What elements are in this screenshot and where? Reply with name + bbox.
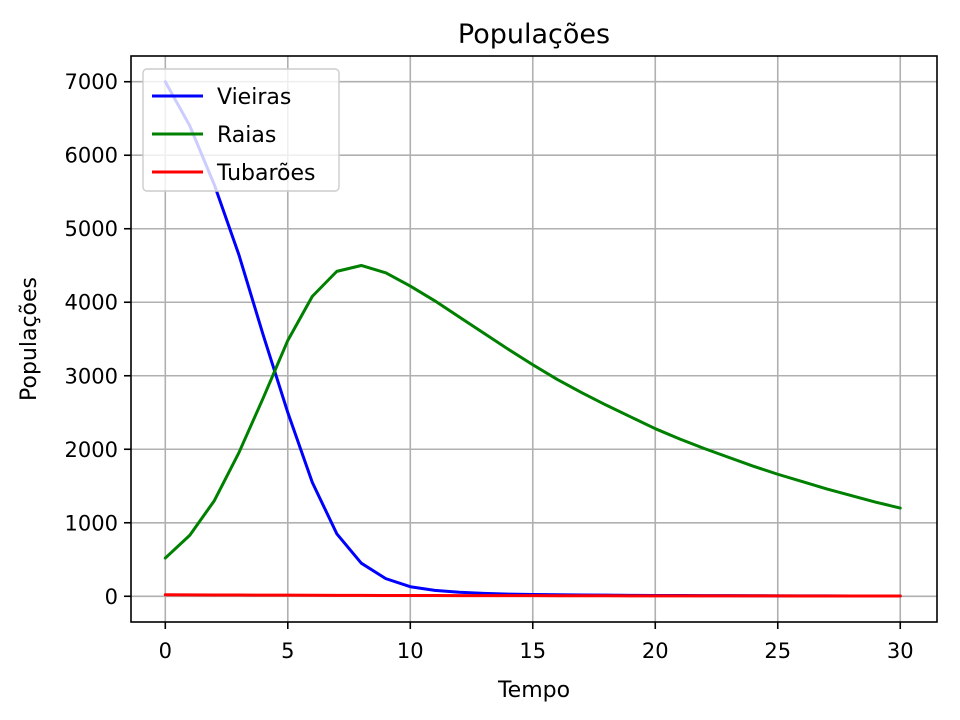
x-tick-label-6: 30 (887, 639, 914, 663)
series-line-1 (163, 263, 902, 560)
y-tick-label-6: 6000 (65, 144, 118, 168)
y-axis-label: Populações (17, 277, 42, 401)
x-tick-label-4: 20 (642, 639, 669, 663)
y-tick-label-1: 1000 (65, 511, 118, 535)
plot-area-frame (130, 55, 938, 623)
legend-box (142, 68, 340, 192)
grid (131, 56, 937, 622)
series-lines (163, 80, 902, 598)
y-tick-label-2: 2000 (65, 438, 118, 462)
legend-label-1: Raias (217, 123, 276, 148)
y-tick-label-4: 4000 (65, 291, 118, 315)
y-tick-label-5: 5000 (65, 217, 118, 241)
x-tick-label-0: 0 (159, 639, 172, 663)
series-line-2 (163, 593, 902, 598)
axis-ticks: 0 5 10 15 20 25 30 0 1000 2000 3000 4000 5000 6000 700… (65, 70, 914, 663)
x-tick-label-2: 10 (397, 639, 424, 663)
y-tick-label-3: 3000 (65, 364, 118, 388)
legend: Vieiras Raias Tubarões (142, 68, 340, 192)
y-tick-label-0: 0 (105, 585, 118, 609)
y-tick-label-7: 7000 (65, 70, 118, 94)
x-tick-label-3: 15 (519, 639, 546, 663)
x-axis-label: Tempo (497, 678, 570, 703)
x-tick-label-1: 5 (281, 639, 294, 663)
x-tick-label-5: 25 (764, 639, 791, 663)
legend-label-2: Tubarões (216, 161, 316, 186)
chart-title: Populações (458, 19, 610, 50)
legend-label-0: Vieiras (217, 85, 291, 110)
